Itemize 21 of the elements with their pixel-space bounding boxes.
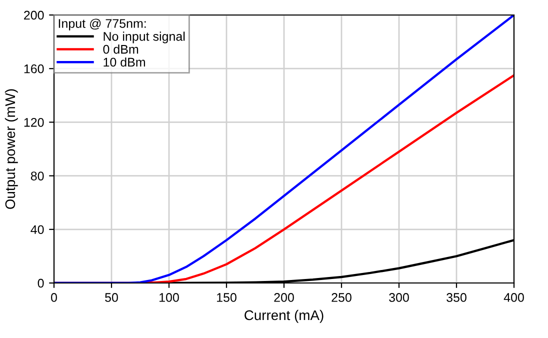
x-tick-label: 150 [217,293,236,302]
y-tick-label: 120 [24,118,44,127]
x-tick-label: 50 [105,293,118,302]
y-tick-label: 200 [24,10,44,20]
x-axis-title: Current (mA) [244,310,324,323]
legend-title: Input @ 775nm: [58,18,146,30]
y-tick-label: 0 [38,278,44,288]
x-tick-label: 200 [274,293,294,302]
y-axis-title: Output power (mW) [4,89,18,209]
x-tick-label: 0 [51,293,57,302]
y-tick-label: 160 [24,64,44,74]
y-tick-label: 80 [30,172,44,180]
x-tick-label: 400 [504,293,524,302]
x-tick-label: 350 [446,293,466,302]
legend-label: 10 dBm [104,57,146,67]
y-tick-label: 40 [30,225,44,234]
legend-label: No input signal [104,32,185,44]
x-tick-label: 100 [160,293,179,302]
legend-label: 0 dBm [103,44,138,54]
x-tick-label: 250 [332,293,352,302]
x-tick-label: 300 [389,293,409,302]
